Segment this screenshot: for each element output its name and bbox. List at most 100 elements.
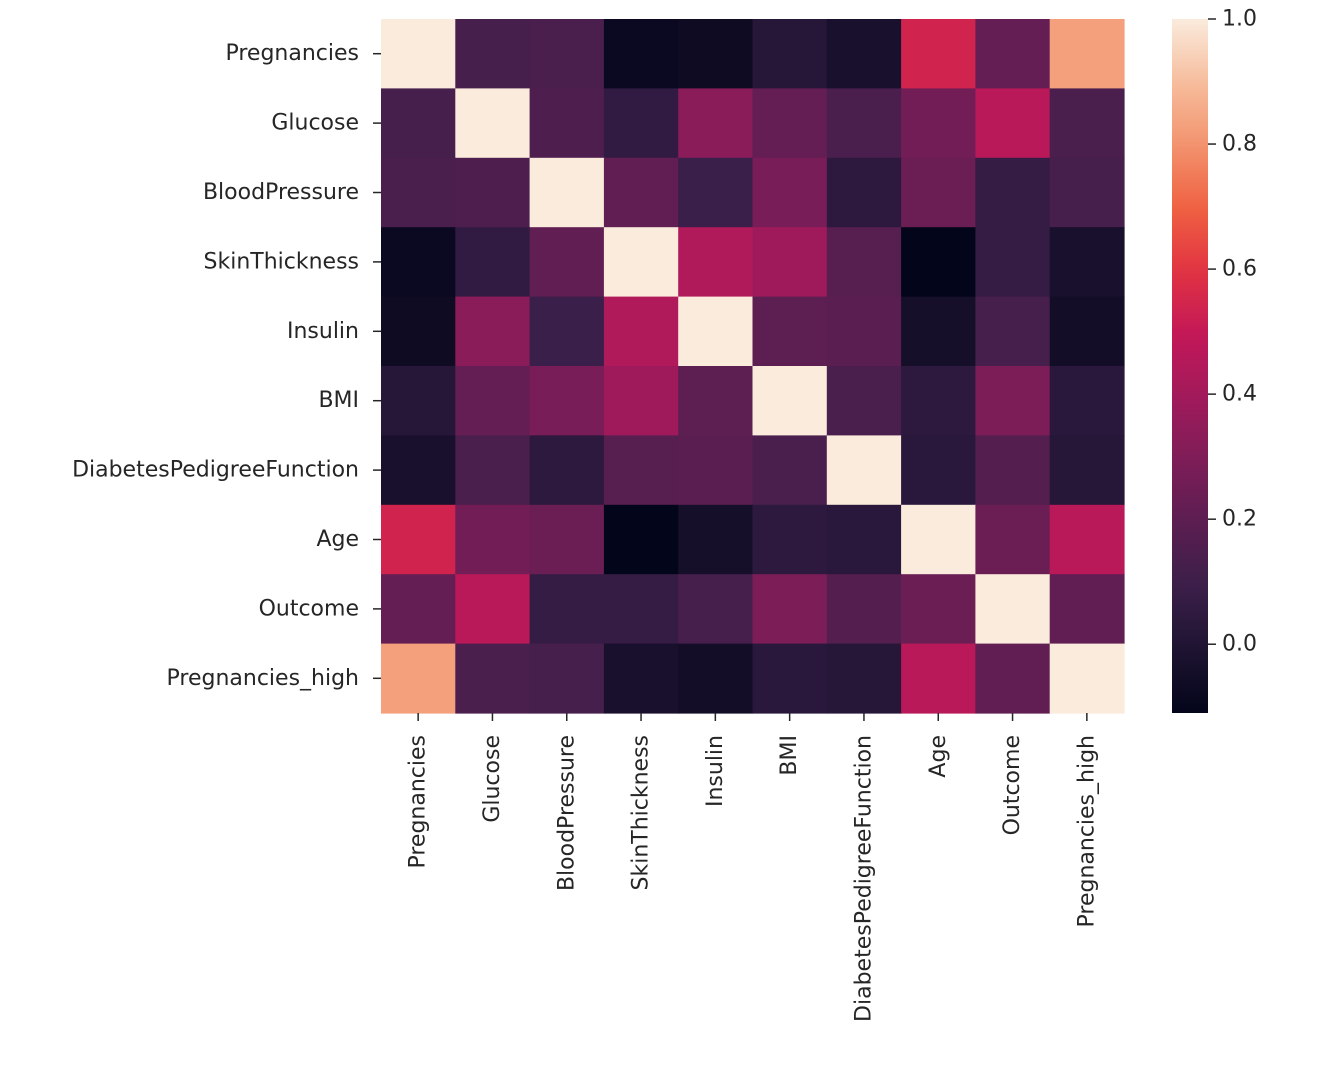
- heatmap-cell-insulin-age: [901, 296, 976, 367]
- heatmap-cell-pregnancies-bloodpressure: [529, 19, 605, 89]
- y-tick-label-bmi: BMI: [318, 388, 359, 413]
- heatmap-cell-bmi-diabetespedigreefunction: [826, 366, 902, 436]
- heatmap-cell-pregnancies-diabetespedigreefunction: [826, 19, 902, 89]
- heatmap-cell-bmi-glucose: [455, 366, 531, 436]
- heatmap-cell-pregnancies-high-insulin: [678, 643, 754, 714]
- heatmap-cell-bloodpressure-glucose: [455, 157, 531, 228]
- heatmap-cell-pregnancies-high-pregnancies: [381, 643, 456, 714]
- heatmap-cell-outcome-bmi: [752, 574, 828, 645]
- colorbar-tick-label: 0.2: [1222, 507, 1257, 532]
- heatmap-cell-bmi-pregnancies: [381, 366, 456, 436]
- heatmap-cell-pregnancies-high-age: [901, 643, 976, 714]
- x-tick-label-bloodpressure: BloodPressure: [554, 735, 579, 891]
- heatmap-cell-pregnancies-outcome: [975, 19, 1051, 89]
- heatmap-cell-pregnancies-age: [901, 19, 976, 89]
- y-tick-label-diabetespedigreefunction: DiabetesPedigreeFunction: [72, 458, 359, 483]
- heatmap-cell-pregnancies-high-outcome: [975, 643, 1051, 714]
- heatmap-cell-bmi-bmi: [752, 366, 828, 436]
- heatmap-cell-glucose-outcome: [975, 88, 1051, 159]
- heatmap-cell-diabetespedigreefunction-age: [901, 435, 976, 506]
- colorbar-tick-label: 0.6: [1222, 257, 1257, 282]
- y-tick-label-outcome: Outcome: [259, 596, 359, 621]
- x-axis-tick-labels: Pregnancies Glucose BloodPressure SkinThick…: [406, 713, 1099, 1022]
- heatmap-cell-skinthickness-insulin: [678, 227, 754, 298]
- heatmap-cells: [381, 19, 1125, 714]
- heatmap-cell-glucose-bloodpressure: [529, 88, 605, 159]
- heatmap-cell-outcome-glucose: [455, 574, 531, 645]
- heatmap-cell-glucose-diabetespedigreefunction: [826, 88, 902, 159]
- heatmap-cell-glucose-pregnancies: [381, 88, 456, 159]
- heatmap-cell-pregnancies-pregnancies: [381, 19, 456, 89]
- heatmap-cell-age-pregnancies-high: [1049, 504, 1125, 575]
- x-tick-label-pregnancies-high: Pregnancies_high: [1074, 735, 1099, 927]
- heatmap-cell-age-insulin: [678, 504, 754, 575]
- heatmap-cell-skinthickness-pregnancies-high: [1049, 227, 1125, 298]
- heatmap-cell-bloodpressure-outcome: [975, 157, 1051, 228]
- heatmap-cell-pregnancies-high-bloodpressure: [529, 643, 605, 714]
- heatmap-cell-pregnancies-high-bmi: [752, 643, 828, 714]
- heatmap-cell-diabetespedigreefunction-insulin: [678, 435, 754, 506]
- heatmap-cell-pregnancies-pregnancies-high: [1049, 19, 1125, 89]
- heatmap-cell-bmi-outcome: [975, 366, 1051, 436]
- heatmap-cell-bloodpressure-age: [901, 157, 976, 228]
- heatmap-cell-age-age: [901, 504, 976, 575]
- heatmap-cell-insulin-skinthickness: [603, 296, 679, 367]
- heatmap-cell-diabetespedigreefunction-bmi: [752, 435, 828, 506]
- heatmap-cell-pregnancies-high-pregnancies-high: [1049, 643, 1125, 714]
- heatmap-cell-glucose-bmi: [752, 88, 828, 159]
- heatmap-cell-insulin-outcome: [975, 296, 1051, 367]
- heatmap-cell-diabetespedigreefunction-glucose: [455, 435, 531, 506]
- heatmap-cell-age-bloodpressure: [529, 504, 605, 575]
- heatmap-cell-skinthickness-outcome: [975, 227, 1051, 298]
- x-tick-label-glucose: Glucose: [480, 735, 505, 823]
- heatmap-cell-age-glucose: [455, 504, 531, 575]
- heatmap-cell-pregnancies-glucose: [455, 19, 531, 89]
- x-tick-label-diabetespedigreefunction: DiabetesPedigreeFunction: [851, 735, 876, 1022]
- heatmap-cell-outcome-bloodpressure: [529, 574, 605, 645]
- y-axis-tick-labels: Pregnancies Glucose BloodPressure SkinThick…: [72, 41, 381, 691]
- heatmap-cell-insulin-bmi: [752, 296, 828, 367]
- heatmap-cell-insulin-insulin: [678, 296, 754, 367]
- heatmap-cell-skinthickness-skinthickness: [603, 227, 679, 298]
- colorbar-tick-label: 0.8: [1222, 132, 1257, 157]
- heatmap-cell-pregnancies-high-glucose: [455, 643, 531, 714]
- x-tick-label-age: Age: [926, 735, 951, 778]
- heatmap-cell-outcome-age: [901, 574, 976, 645]
- heatmap-cell-diabetespedigreefunction-skinthickness: [603, 435, 679, 506]
- heatmap-cell-skinthickness-glucose: [455, 227, 531, 298]
- heatmap-cell-skinthickness-bmi: [752, 227, 828, 298]
- colorbar-tick-label: 0.4: [1222, 382, 1257, 407]
- heatmap-cell-outcome-skinthickness: [603, 574, 679, 645]
- y-tick-label-skinthickness: SkinThickness: [204, 249, 360, 274]
- y-tick-label-pregnancies: Pregnancies: [225, 41, 359, 66]
- heatmap-cell-outcome-pregnancies: [381, 574, 456, 645]
- heatmap-cell-bloodpressure-bloodpressure: [529, 157, 605, 228]
- x-tick-label-outcome: Outcome: [1000, 735, 1025, 835]
- heatmap-cell-bmi-bloodpressure: [529, 366, 605, 436]
- heatmap-cell-bloodpressure-pregnancies-high: [1049, 157, 1125, 228]
- heatmap-cell-glucose-insulin: [678, 88, 754, 159]
- heatmap-cell-insulin-diabetespedigreefunction: [826, 296, 902, 367]
- heatmap-cell-glucose-skinthickness: [603, 88, 679, 159]
- heatmap-cell-diabetespedigreefunction-bloodpressure: [529, 435, 605, 506]
- x-tick-label-insulin: Insulin: [703, 735, 728, 807]
- heatmap-cell-pregnancies-insulin: [678, 19, 754, 89]
- heatmap-cell-pregnancies-high-diabetespedigreefunction: [826, 643, 902, 714]
- heatmap-cell-outcome-outcome: [975, 574, 1051, 645]
- heatmap-cell-skinthickness-age: [901, 227, 976, 298]
- heatmap-cell-bloodpressure-diabetespedigreefunction: [826, 157, 902, 228]
- heatmap-cell-diabetespedigreefunction-diabetespedigreefunction: [826, 435, 902, 506]
- y-tick-label-insulin: Insulin: [287, 319, 359, 344]
- heatmap-cell-glucose-pregnancies-high: [1049, 88, 1125, 159]
- heatmap-cell-bmi-skinthickness: [603, 366, 679, 436]
- heatmap-cell-glucose-age: [901, 88, 976, 159]
- heatmap-cell-bloodpressure-skinthickness: [603, 157, 679, 228]
- heatmap-cell-bloodpressure-insulin: [678, 157, 754, 228]
- heatmap-cell-skinthickness-diabetespedigreefunction: [826, 227, 902, 298]
- heatmap-cell-outcome-diabetespedigreefunction: [826, 574, 902, 645]
- heatmap-cell-insulin-pregnancies: [381, 296, 456, 367]
- heatmap-cell-age-outcome: [975, 504, 1051, 575]
- heatmap-cell-glucose-glucose: [455, 88, 531, 159]
